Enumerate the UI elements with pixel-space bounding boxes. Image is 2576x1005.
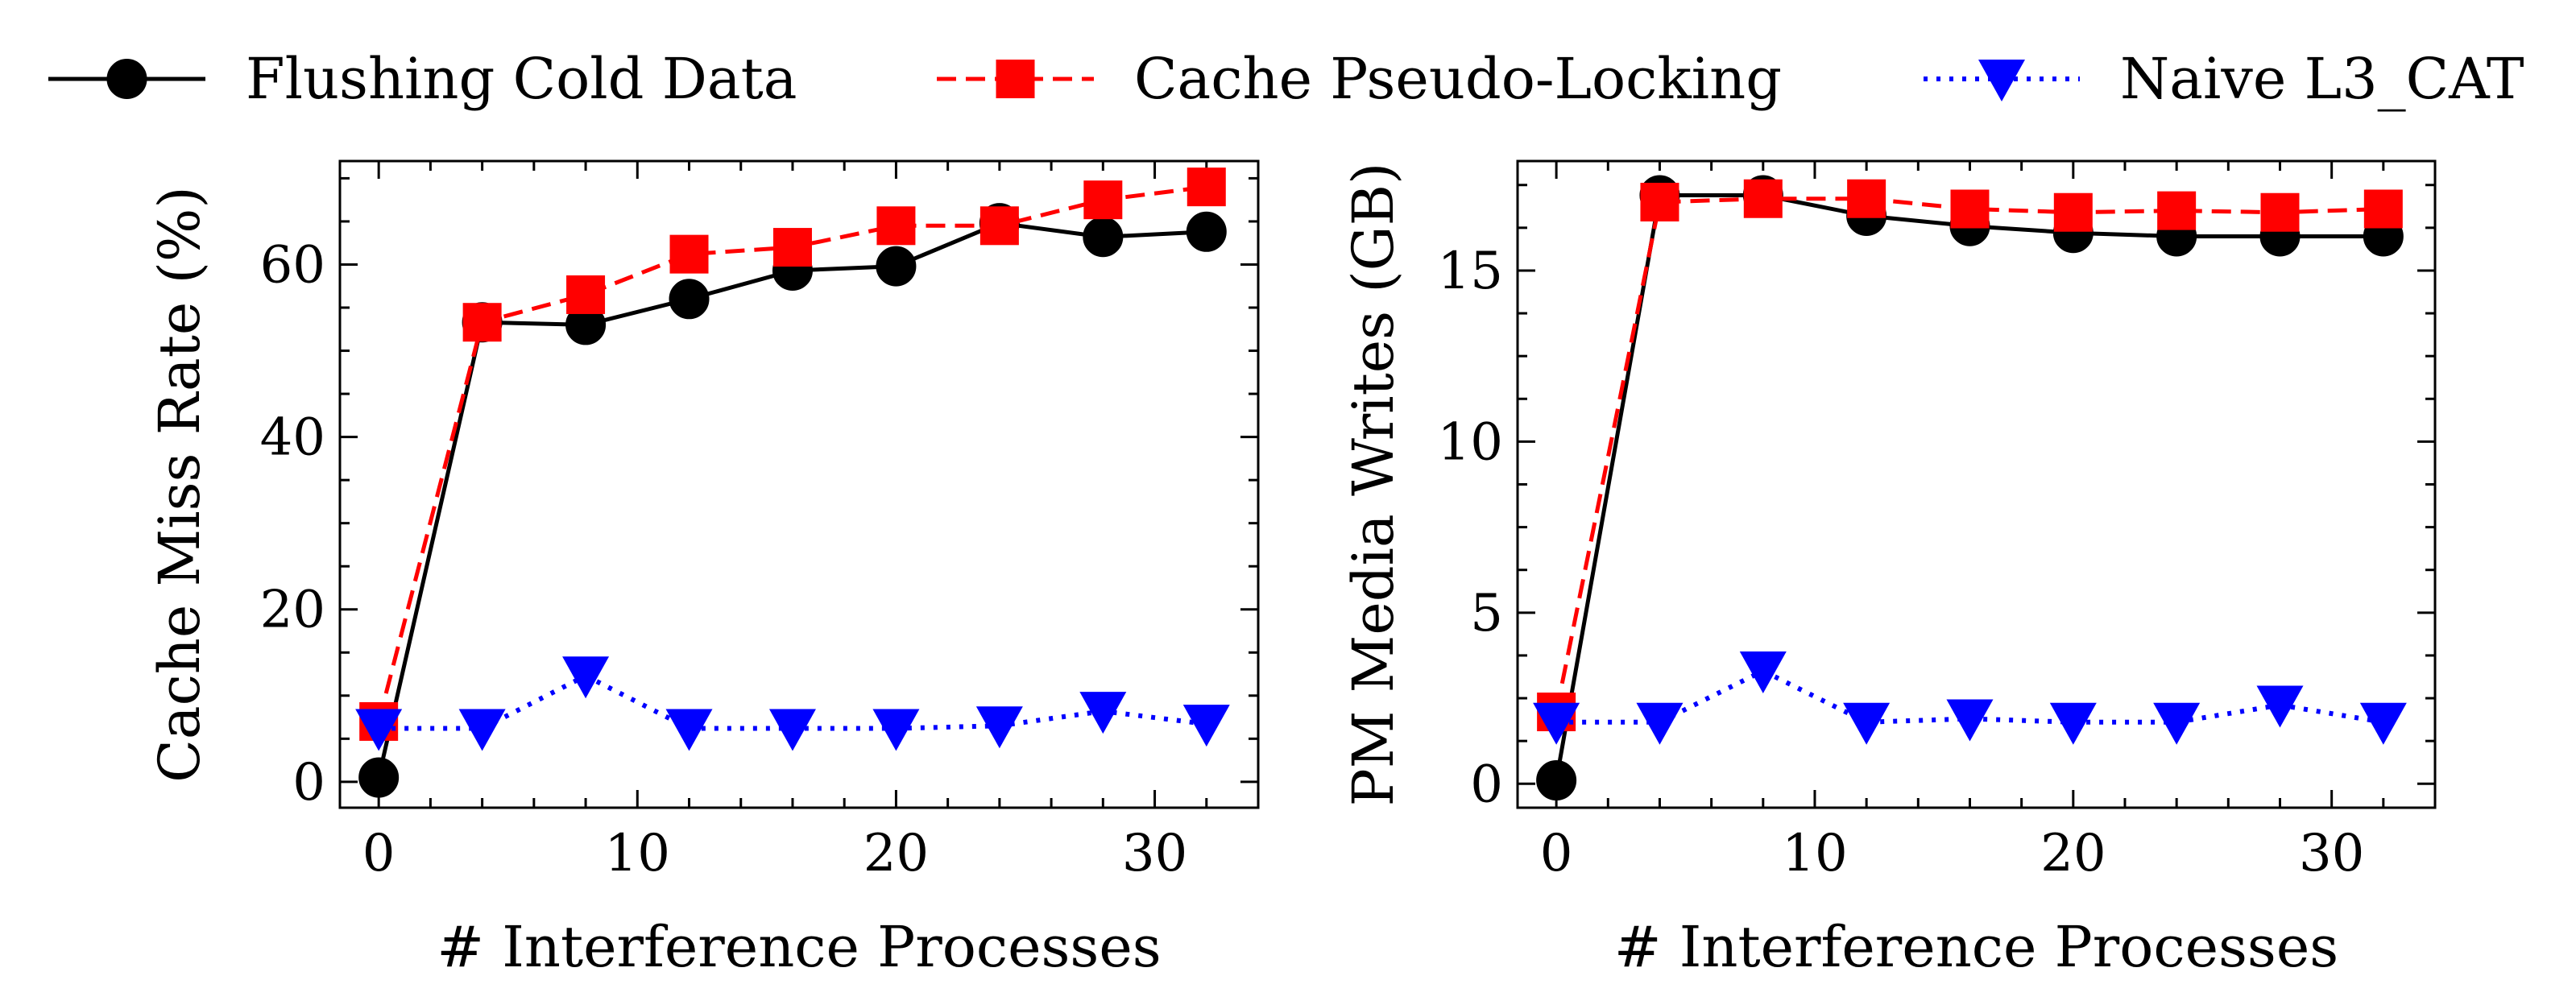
x-tick-label: 30 (2299, 824, 2364, 883)
x-tick-label: 20 (863, 824, 929, 883)
data-point (562, 656, 610, 699)
data-point (1083, 180, 1123, 220)
data-point (1640, 182, 1679, 221)
data-point (872, 709, 920, 751)
data-point (1533, 702, 1580, 745)
y-tick-label: 10 (1438, 412, 1503, 472)
series-triangle-down (1533, 651, 2407, 745)
legend-label: Naive L3_CAT (2120, 46, 2524, 112)
x-tick-label: 10 (1782, 824, 1847, 883)
y-tick-label: 0 (292, 753, 325, 813)
panel-pm-media-writes: 0 10 20 30 0 5 10 15 # Interference Processes PM … (1340, 159, 2437, 980)
x-tick-label: 0 (362, 824, 396, 883)
series-line (1556, 668, 2384, 725)
data-point (1843, 702, 1891, 745)
series-line (1554, 196, 2383, 713)
data-point (1083, 217, 1124, 258)
x-axis-label: # Interference Processes (437, 914, 1161, 980)
legend-label: Flushing Cold Data (246, 46, 797, 112)
legend-entry: Cache Pseudo-Locking (937, 46, 1782, 112)
x-tick-label: 20 (2040, 824, 2106, 883)
legend-marker (1978, 60, 2025, 101)
y-tick-label: 40 (260, 408, 325, 468)
data-point (2363, 189, 2403, 229)
y-tick-label: 5 (1470, 584, 1503, 643)
data-point (355, 709, 403, 751)
plot-frame (338, 159, 1260, 809)
data-point (1536, 760, 1577, 801)
data-point (665, 709, 713, 751)
data-point (876, 246, 917, 287)
data-point (1636, 702, 1684, 745)
data-point (2256, 685, 2304, 728)
series-square (359, 168, 1226, 741)
x-tick-label: 10 (605, 824, 670, 883)
series-line (1554, 192, 2383, 781)
data-point (772, 228, 812, 267)
data-point (2359, 702, 2407, 745)
series-triangle-down (355, 656, 1230, 751)
series-square (1537, 179, 2403, 732)
y-tick-label: 20 (260, 581, 325, 640)
data-point (1079, 692, 1127, 734)
data-point (1739, 651, 1787, 694)
data-point (1847, 179, 1886, 218)
data-point (979, 206, 1019, 246)
data-point (566, 275, 606, 314)
y-tick-label: 0 (1470, 755, 1503, 814)
y-axis-label: Cache Miss Rate (%) (147, 186, 213, 782)
legend-entry: Naive L3_CAT (1924, 46, 2524, 112)
data-point (669, 234, 709, 274)
data-point (1187, 168, 1226, 207)
x-axis-label: # Interference Processes (1614, 914, 2338, 980)
data-point (876, 206, 916, 246)
legend-marker (996, 60, 1035, 98)
x-tick-label: 30 (1122, 824, 1187, 883)
legend-entry: Flushing Cold Data (48, 46, 797, 112)
data-point (2153, 702, 2201, 745)
panel-cache-miss-rate: 0 10 20 30 0 20 40 60 # Interference Processes Ca… (147, 159, 1260, 980)
data-point (2260, 192, 2300, 232)
data-point (669, 279, 710, 320)
data-point (768, 709, 816, 751)
data-point (462, 303, 502, 342)
legend-label: Cache Pseudo-Locking (1134, 46, 1782, 112)
data-point (975, 706, 1023, 749)
data-point (1950, 189, 1990, 229)
y-tick-label: 60 (260, 235, 325, 295)
data-point (2157, 191, 2197, 230)
data-point (2049, 702, 2097, 745)
y-axis-label: PM Media Writes (GB) (1340, 163, 1406, 807)
y-tick-label: 15 (1438, 242, 1503, 301)
legend-marker (106, 59, 147, 99)
x-tick-label: 0 (1540, 824, 1573, 883)
data-point (2053, 192, 2093, 232)
data-point (358, 757, 400, 798)
legend: Flushing Cold Data Cache Pseudo-Locking Na… (48, 46, 2524, 112)
data-point (1186, 211, 1227, 252)
data-point (1946, 699, 1994, 742)
data-point (458, 709, 506, 751)
data-point (1743, 179, 1783, 218)
data-point (1182, 705, 1230, 747)
